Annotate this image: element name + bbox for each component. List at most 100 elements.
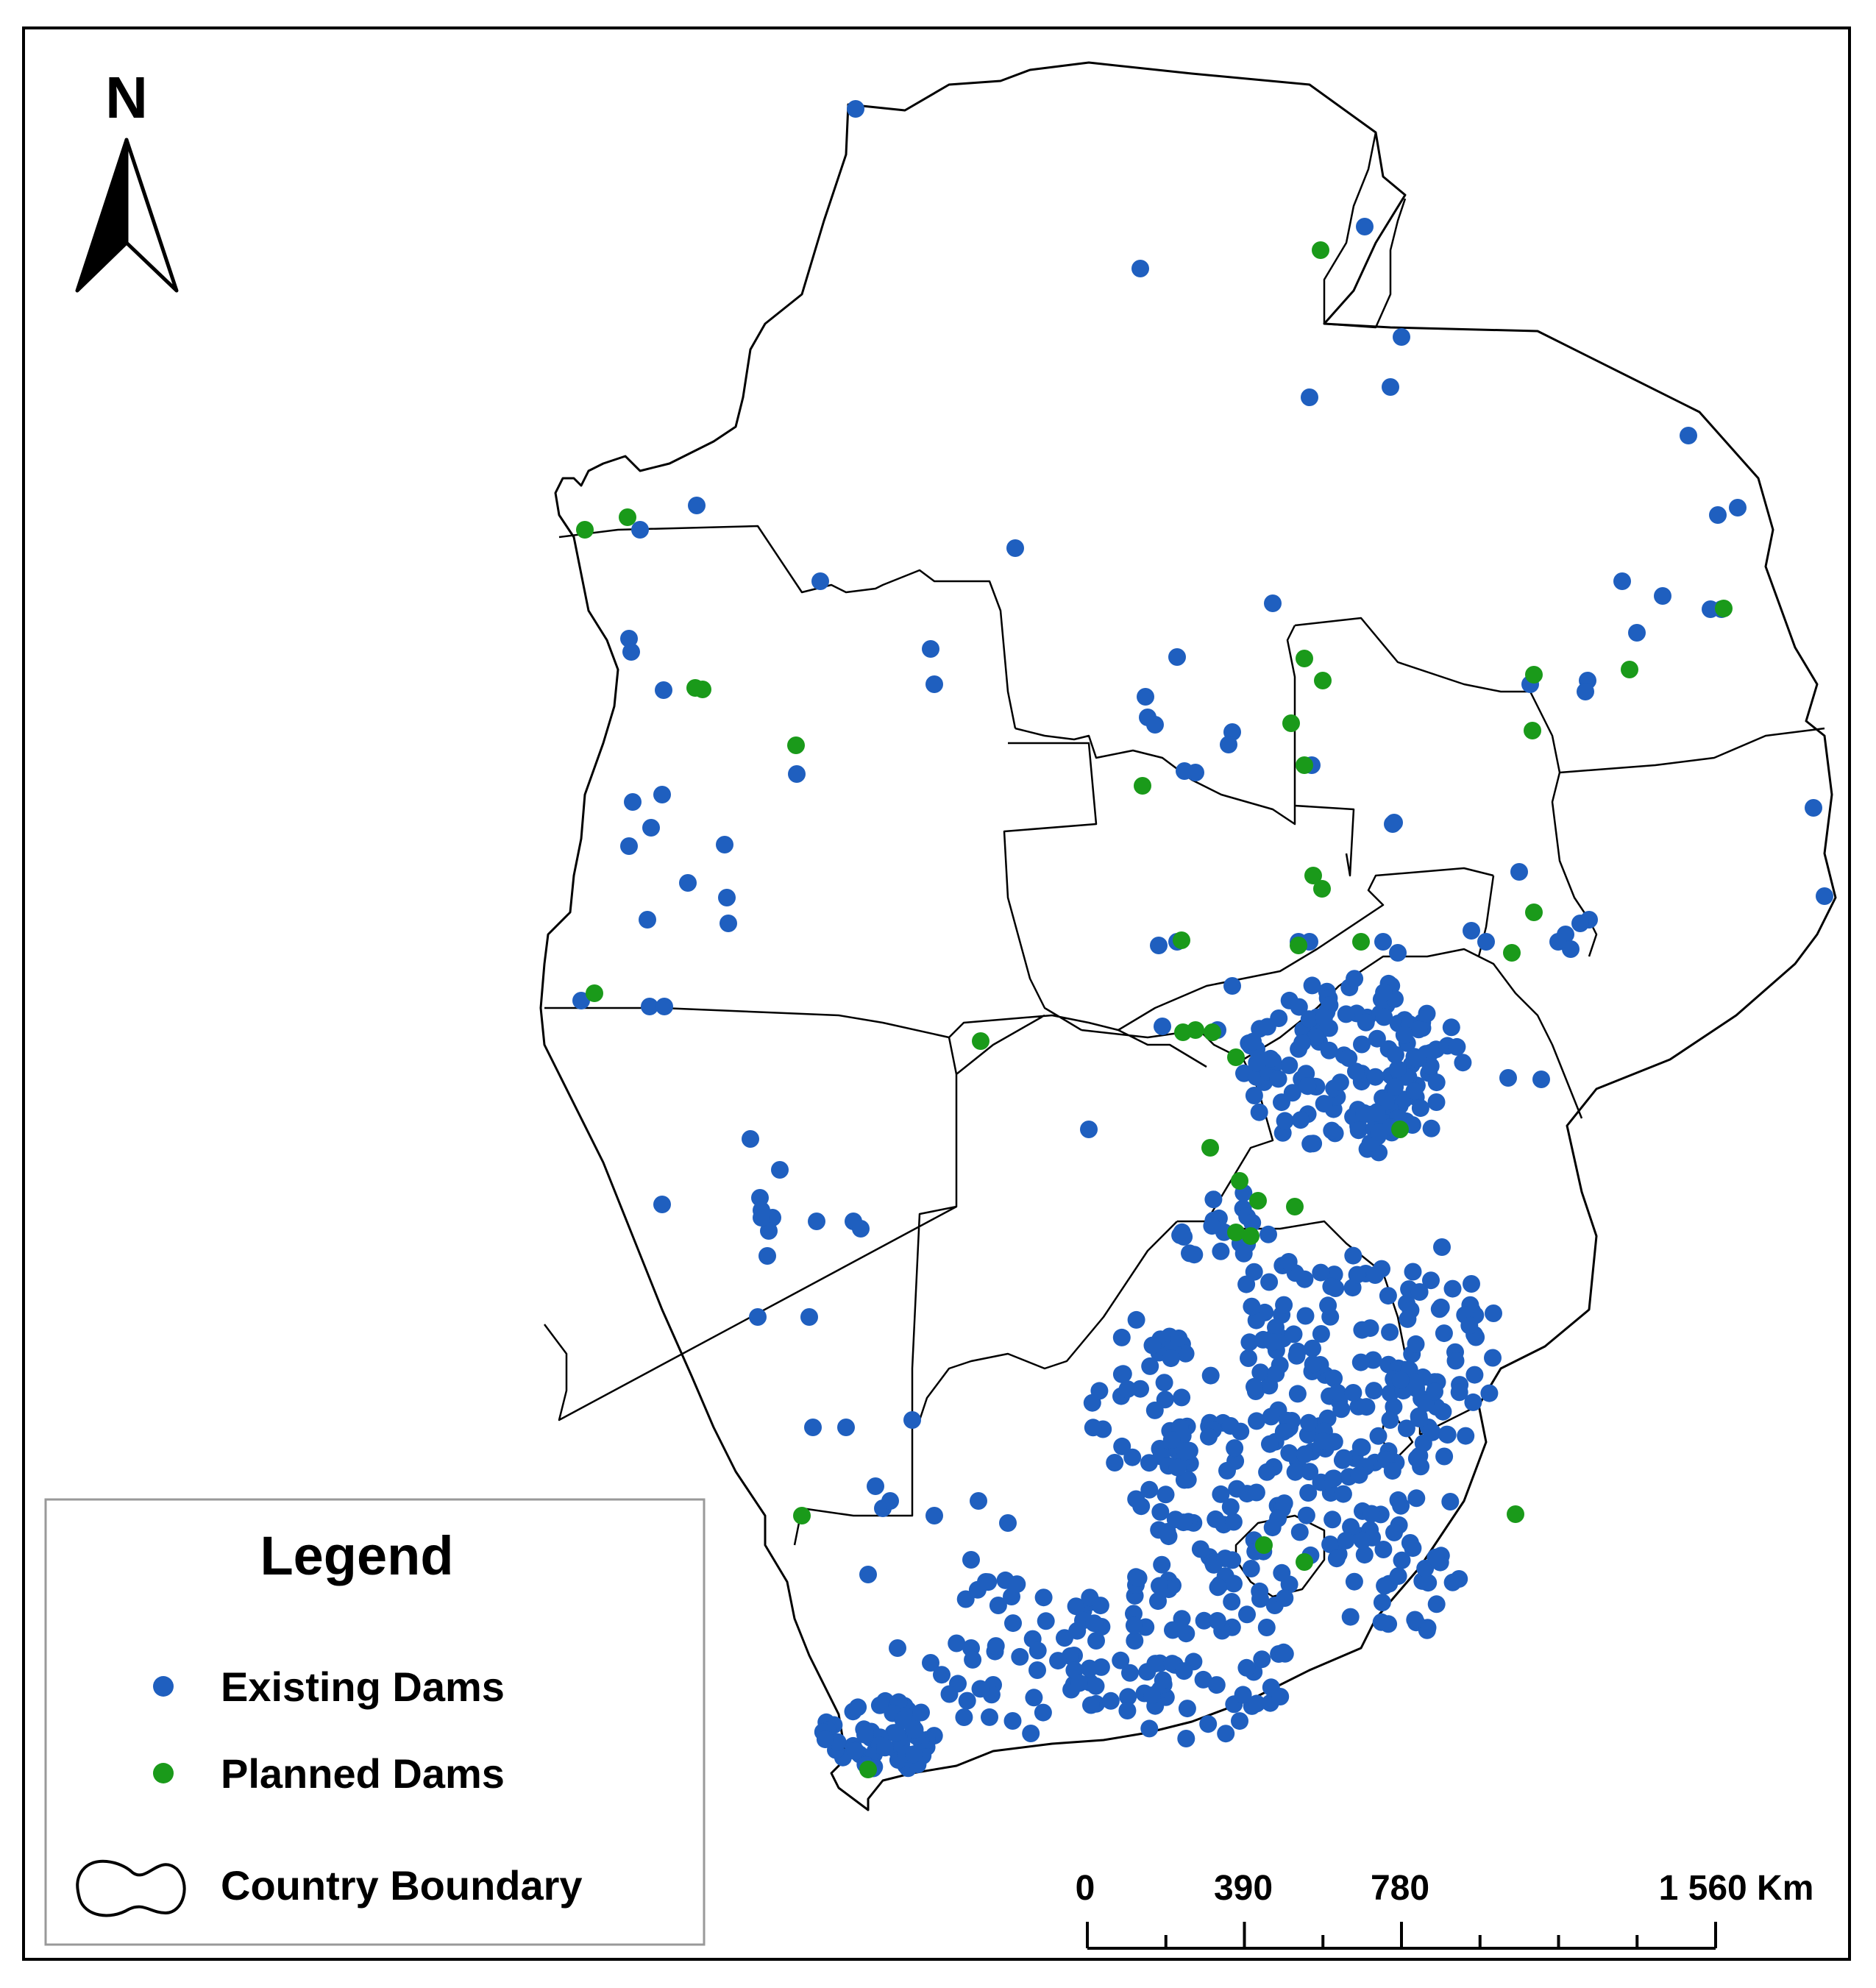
existing-dam-point: [1353, 1321, 1371, 1339]
existing-dam-point: [1221, 1417, 1240, 1435]
existing-dam-point: [1426, 1548, 1445, 1566]
scale-label-1560: 1 560 Km: [1659, 1869, 1814, 1908]
existing-dam-point: [1068, 1622, 1087, 1640]
existing-dam-point: [1296, 1307, 1315, 1325]
existing-dam-point: [1291, 1111, 1310, 1129]
existing-dam-point: [1427, 1595, 1446, 1614]
legend: Legend Existing Dams Planned Dams Countr…: [44, 1498, 706, 1946]
existing-dam-point: [1070, 1674, 1088, 1692]
existing-dam-point: [1217, 1725, 1235, 1743]
existing-dam-point: [1354, 1531, 1371, 1549]
legend-title: Legend: [260, 1525, 453, 1586]
existing-dam-point: [1454, 1054, 1472, 1072]
existing-dam-point: [1446, 1352, 1465, 1370]
existing-dam-point: [1406, 1611, 1424, 1629]
existing-dam-point: [1123, 1448, 1142, 1466]
existing-dam-point: [816, 1730, 834, 1749]
scale-label-390: 390: [1214, 1869, 1273, 1908]
existing-dam-point: [1410, 1410, 1428, 1427]
existing-dam-point: [1337, 1531, 1355, 1549]
existing-dam-point: [572, 992, 590, 1009]
existing-dam-point: [1304, 1135, 1323, 1153]
existing-dam-point: [1347, 1062, 1365, 1081]
existing-dam-point: [1262, 1049, 1280, 1068]
existing-dam-point: [1332, 1400, 1351, 1419]
planned-dam-point: [576, 521, 594, 539]
existing-dam-point: [1240, 1333, 1259, 1352]
existing-dam-point: [720, 915, 737, 932]
existing-dam-point: [1212, 1242, 1230, 1260]
existing-dam-point: [1028, 1641, 1047, 1660]
existing-dam-point: [1322, 1277, 1340, 1296]
existing-dam-point: [1143, 1336, 1162, 1355]
existing-dam-point: [1407, 1335, 1425, 1353]
existing-dam-point: [1251, 1590, 1269, 1608]
existing-dam-point: [1312, 1263, 1330, 1282]
existing-dam-point: [620, 837, 638, 855]
north-arrow-light-half: [124, 138, 179, 293]
planned-dam-point: [1503, 944, 1521, 962]
existing-dam-point: [1121, 1664, 1139, 1682]
existing-dam-point: [1709, 506, 1727, 524]
existing-dam-point: [1392, 1497, 1410, 1515]
planned-dam-point: [1286, 1198, 1304, 1215]
existing-dam-point: [1237, 1275, 1256, 1293]
existing-dam-point: [1271, 1688, 1290, 1705]
existing-dam-point: [1199, 1715, 1218, 1733]
existing-dam-point: [1168, 648, 1186, 666]
existing-dam-point: [679, 874, 697, 892]
existing-dam-point: [1366, 1266, 1385, 1284]
existing-dam-point: [1247, 1311, 1265, 1330]
existing-dam-point: [1350, 1466, 1368, 1484]
existing-dam-point: [1170, 1330, 1188, 1347]
existing-dam-point: [1082, 1696, 1100, 1714]
existing-dam-point: [1223, 1593, 1241, 1611]
existing-dam-point: [922, 1654, 939, 1672]
existing-dam-point: [1140, 1480, 1159, 1499]
existing-dam-point: [925, 675, 943, 693]
existing-dam-point: [753, 1209, 770, 1226]
existing-dam-point: [1374, 1541, 1393, 1558]
existing-dam-point: [1126, 1632, 1144, 1650]
existing-dam-point: [1028, 1661, 1046, 1679]
existing-dam-point: [1357, 1013, 1375, 1032]
existing-dam-point: [1375, 983, 1393, 1001]
planned-dam-point: [1352, 933, 1370, 951]
existing-dam-point: [1304, 1355, 1322, 1374]
existing-dam-point: [1025, 1689, 1043, 1707]
existing-dam-point: [1356, 218, 1374, 235]
existing-dam-point: [1410, 1283, 1429, 1301]
existing-dam-point: [1253, 1650, 1271, 1669]
existing-dam-point: [620, 630, 638, 647]
planned-dam-point: [1134, 777, 1151, 795]
existing-dam-point: [1279, 1253, 1298, 1271]
existing-dam-point: [1381, 1411, 1399, 1429]
legend-boundary-label: Country Boundary: [221, 1862, 583, 1909]
existing-dam-point: [1404, 1539, 1422, 1558]
existing-dam-point: [1034, 1588, 1053, 1607]
existing-dam-point: [1177, 1730, 1195, 1747]
existing-dam-point: [1374, 933, 1392, 951]
existing-dam-point: [1251, 1363, 1270, 1382]
existing-dam-point: [1329, 1383, 1347, 1402]
existing-dam-point: [1084, 1419, 1102, 1437]
scale-bar: 0 390 780 1 560 Km: [1076, 1869, 1814, 1950]
existing-dam-point: [1049, 1652, 1067, 1670]
existing-dam-point: [979, 1573, 998, 1591]
planned-dam-point: [1525, 666, 1543, 684]
existing-dam-point: [1315, 1009, 1333, 1026]
existing-dam-point: [1577, 683, 1594, 700]
planned-dam-point: [1525, 904, 1543, 921]
existing-dam-point: [964, 1650, 982, 1669]
existing-dam-point: [1261, 1435, 1279, 1453]
existing-dam-point: [1150, 937, 1168, 954]
existing-dam-point: [1422, 1119, 1440, 1137]
existing-dam-point: [1154, 1671, 1172, 1689]
existing-dam-point: [912, 1703, 930, 1722]
planned-dam-point: [1290, 937, 1307, 954]
existing-dam-point: [1334, 1485, 1352, 1503]
existing-dam-point: [1407, 1489, 1426, 1508]
existing-dam-point: [1355, 1104, 1374, 1122]
existing-dam-point: [1297, 1506, 1315, 1524]
planned-dam-point: [1249, 1192, 1267, 1210]
